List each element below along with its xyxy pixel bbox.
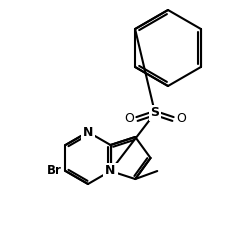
Text: S: S [151, 106, 160, 119]
Text: O: O [124, 113, 134, 125]
Text: N: N [105, 164, 116, 178]
Text: Br: Br [46, 164, 62, 178]
Text: N: N [83, 125, 93, 139]
Text: O: O [176, 113, 186, 125]
